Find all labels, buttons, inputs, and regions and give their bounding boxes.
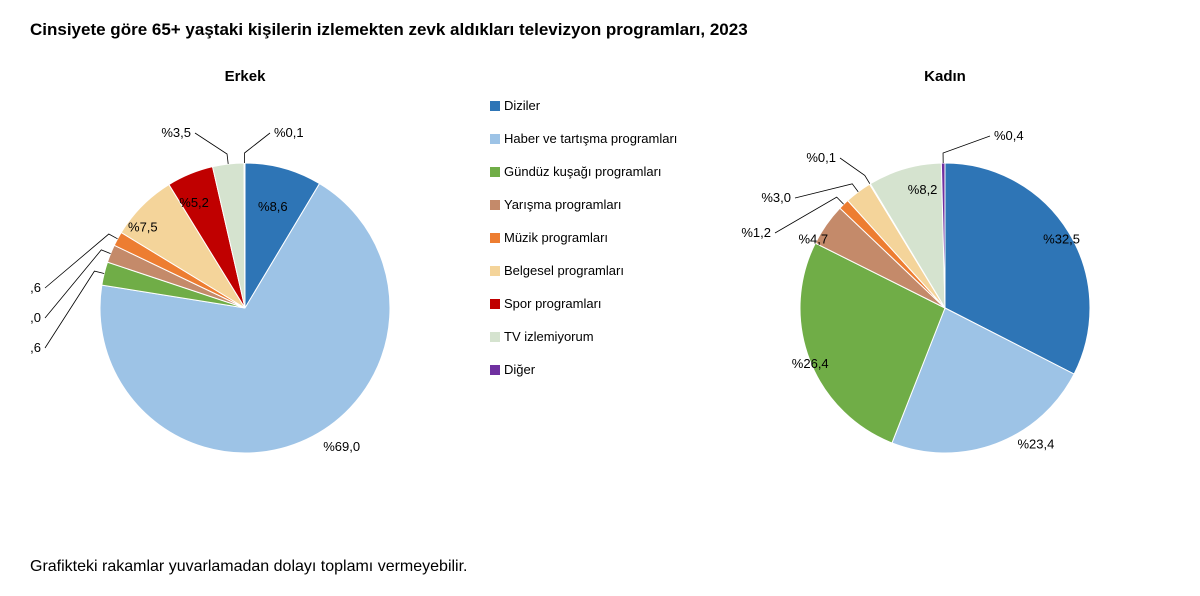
slice-label: %0,4 [994, 128, 1024, 143]
slice-label: %32,5 [1043, 231, 1080, 246]
legend-item: Diğer [490, 362, 700, 377]
legend-swatch [490, 266, 500, 276]
legend-swatch [490, 365, 500, 375]
legend-label: Belgesel programları [504, 263, 624, 278]
legend-label: Müzik programları [504, 230, 608, 245]
legend-item: TV izlemiyorum [490, 329, 700, 344]
legend-swatch [490, 233, 500, 243]
slice-label: %1,2 [741, 225, 771, 240]
legend-swatch [490, 200, 500, 210]
legend-label: Gündüz kuşağı programları [504, 164, 662, 179]
slice-label: %1,6 [30, 280, 41, 295]
legend-label: TV izlemiyorum [504, 329, 594, 344]
leader-line [840, 158, 870, 184]
footnote: Grafikteki rakamlar yuvarlamadan dolayı … [30, 558, 1170, 576]
legend-label: Haber ve tartışma programları [504, 131, 677, 146]
legend-item: Yarışma programları [490, 197, 700, 212]
legend-label: Diziler [504, 98, 540, 113]
slice-label: %3,5 [161, 125, 191, 140]
slice-label: %0,1 [806, 150, 836, 165]
legend-item: Haber ve tartışma programları [490, 131, 700, 146]
chart-kadin-canvas: %32,5 %23,4 %26,4 %4,7 %1,2 %3,0 %0,1 %8,2 %0,4 [730, 93, 1160, 528]
legend-label: Diğer [504, 362, 535, 377]
chart-title: Cinsiyete göre 65+ yaştaki kişilerin izl… [30, 20, 1170, 40]
slice-label: %8,2 [908, 182, 938, 197]
slice-label: %26,4 [792, 356, 829, 371]
legend-item: Diziler [490, 98, 700, 113]
legend-item: Gündüz kuşağı programları [490, 164, 700, 179]
leader-line [195, 133, 228, 164]
slice-label: %3,0 [761, 190, 791, 205]
slice-label: %2,0 [30, 310, 41, 325]
legend-item: Spor programları [490, 296, 700, 311]
leader-line [245, 133, 270, 163]
legend-label: Spor programları [504, 296, 602, 311]
legend-swatch [490, 299, 500, 309]
legend-swatch [490, 101, 500, 111]
slice-label: %0,1 [274, 125, 304, 140]
chart-kadin: Kadın %32,5 %23,4 %26,4 %4,7 %1,2 %3,0 %0,1 %8,… [730, 68, 1160, 528]
legend-item: Müzik programları [490, 230, 700, 245]
slice-label: %2,6 [30, 340, 41, 355]
slice-label: %23,4 [1017, 436, 1054, 451]
legend: Diziler Haber ve tartışma programları Günd… [490, 68, 700, 377]
charts-row: Erkek %8,6 %69,0 %2,6 %2,0 %1,6 %7,5 %5,2 %3,5%… [30, 68, 1170, 528]
slice-label: %8,6 [258, 199, 288, 214]
chart-erkek: Erkek %8,6 %69,0 %2,6 %2,0 %1,6 %7,5 %5,2 %3,5%… [30, 68, 460, 528]
chart-erkek-title: Erkek [225, 68, 266, 85]
legend-swatch [490, 332, 500, 342]
legend-item: Belgesel programları [490, 263, 700, 278]
legend-swatch [490, 134, 500, 144]
legend-swatch [490, 167, 500, 177]
chart-kadin-title: Kadın [924, 68, 966, 85]
slice-label: %4,7 [798, 231, 828, 246]
slice-label: %7,5 [128, 220, 158, 235]
legend-label: Yarışma programları [504, 197, 622, 212]
leader-line [795, 184, 858, 198]
slice-label: %5,2 [179, 195, 209, 210]
slice-label: %69,0 [323, 439, 360, 454]
leader-line [943, 136, 990, 163]
chart-erkek-canvas: %8,6 %69,0 %2,6 %2,0 %1,6 %7,5 %5,2 %3,5 %0,1 [30, 93, 460, 528]
